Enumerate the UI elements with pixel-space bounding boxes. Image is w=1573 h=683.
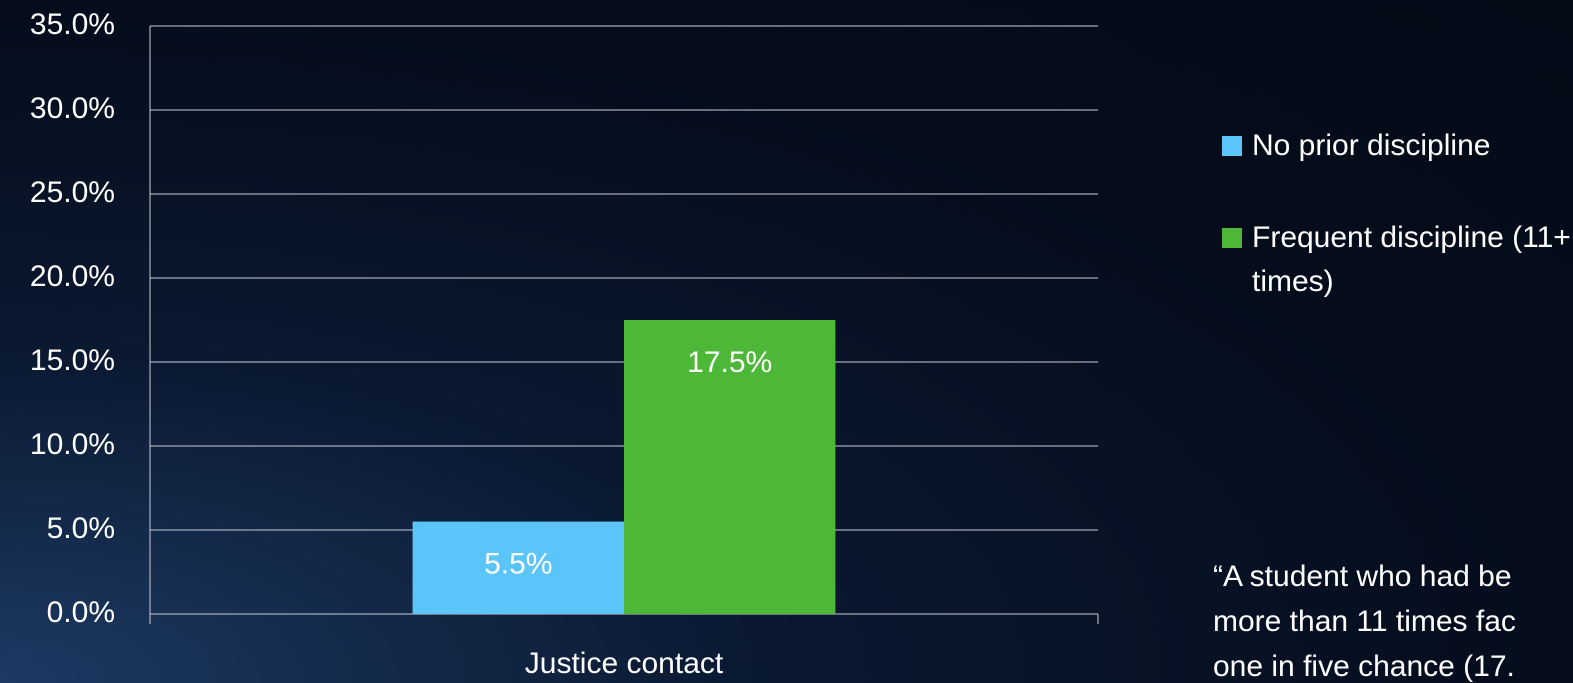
legend-swatch bbox=[1222, 228, 1242, 248]
value-label: 17.5% bbox=[687, 346, 772, 379]
y-tick-label: 15.0% bbox=[30, 344, 115, 377]
x-tick-label: Justice contact bbox=[525, 647, 724, 680]
y-tick-label: 5.0% bbox=[47, 512, 115, 545]
legend-swatch bbox=[1222, 136, 1242, 156]
bar bbox=[624, 320, 836, 614]
value-label: 5.5% bbox=[484, 548, 552, 581]
legend-item: No prior discipline bbox=[1222, 124, 1573, 168]
y-tick-label: 10.0% bbox=[30, 428, 115, 461]
legend-item: Frequent discipline (11+ times) bbox=[1222, 216, 1573, 304]
annotation: one in five chance (17. bbox=[1213, 650, 1515, 683]
annotation: “A student who had be bbox=[1213, 560, 1512, 593]
bar bbox=[412, 521, 624, 614]
y-tick-label: 0.0% bbox=[47, 596, 115, 629]
y-tick-label: 20.0% bbox=[30, 260, 115, 293]
y-tick-label: 25.0% bbox=[30, 176, 115, 209]
annotation: more than 11 times fac bbox=[1213, 605, 1516, 638]
legend-label: Frequent discipline (11+ times) bbox=[1252, 221, 1571, 298]
legend-label: No prior discipline bbox=[1252, 129, 1491, 162]
y-tick-label: 35.0% bbox=[30, 8, 115, 41]
y-tick-label: 30.0% bbox=[30, 92, 115, 125]
